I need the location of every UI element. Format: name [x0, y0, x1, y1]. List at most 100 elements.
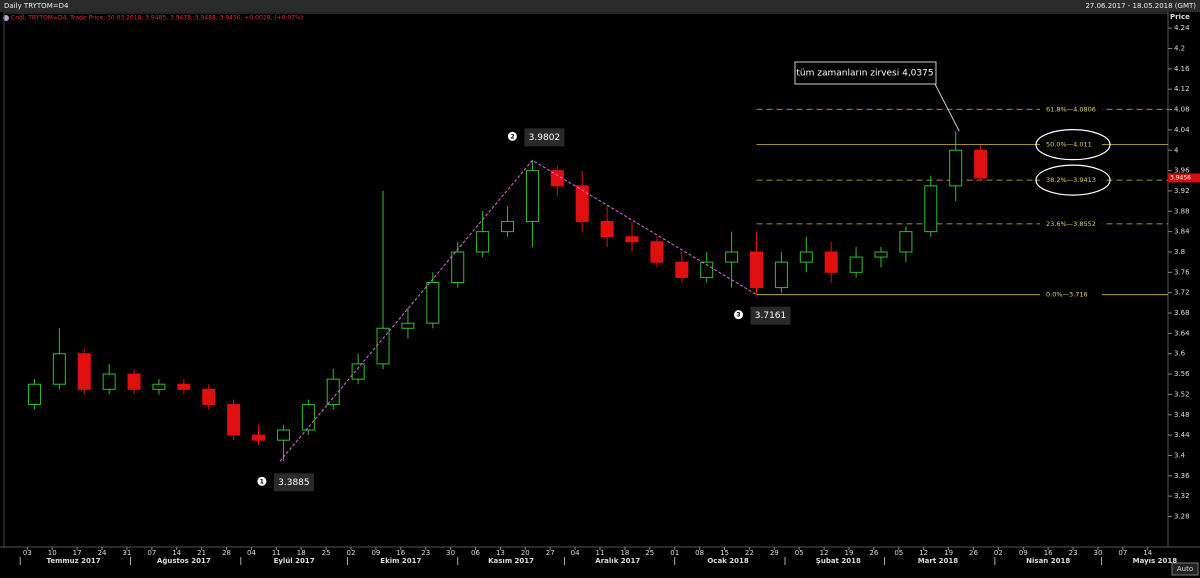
candle-body: [675, 261, 689, 278]
candle-body: [401, 322, 415, 329]
x-tick-label: 18: [297, 549, 306, 557]
x-tick-label: 19: [845, 549, 854, 557]
y-tick-label: 3.96: [1174, 167, 1190, 175]
x-tick-label: 08: [695, 549, 704, 557]
y-tick-label: 3.8: [1174, 248, 1185, 256]
candle-body: [252, 434, 266, 441]
x-tick-label: 19: [944, 549, 953, 557]
x-tick-label: 01: [670, 549, 679, 557]
month-label: Eylül 2017: [274, 557, 315, 565]
x-tick-label: 16: [396, 549, 405, 557]
x-tick-label: 05: [795, 549, 804, 557]
fib-label: 38.2%—3.9413: [1046, 176, 1096, 184]
y-tick-label: 3.44: [1174, 431, 1190, 439]
y-tick-label: 4: [1174, 146, 1179, 154]
y-tick-label: 3.48: [1174, 411, 1190, 419]
last-price-label: 3.9456: [1170, 174, 1191, 181]
fib-label-bg: [1040, 219, 1102, 228]
y-tick-label: 4.04: [1174, 126, 1190, 134]
x-tick-label: 13: [496, 549, 505, 557]
y-tick-label: 3.72: [1174, 289, 1190, 297]
x-tick-label: 16: [1044, 549, 1053, 557]
fib-label: 61.8%—4.0806: [1046, 105, 1096, 113]
header-bar: [0, 0, 1200, 12]
y-tick-label: 4.08: [1174, 106, 1190, 114]
pivot-marker: [734, 310, 744, 320]
fib-label: 50.0%—4.011: [1046, 141, 1092, 149]
candle-body: [301, 404, 315, 431]
y-tick-label: 4.12: [1174, 85, 1190, 93]
fib-label: 23.6%—3.8552: [1046, 220, 1096, 228]
pivot-line: [279, 159, 757, 462]
candle-body: [625, 236, 639, 243]
fib-label-bg: [1040, 105, 1102, 114]
candle-body: [451, 251, 465, 284]
x-tick-label: 06: [471, 549, 480, 557]
y-tick-label: 3.56: [1174, 370, 1190, 378]
pivot-number: 1: [260, 478, 264, 485]
candle-body: [426, 282, 440, 324]
y-tick-label: 3.36: [1174, 472, 1190, 480]
x-tick-label: 04: [571, 549, 580, 557]
pivot-number: 3: [736, 312, 740, 319]
x-tick-label: 02: [347, 549, 356, 557]
pivot-marker: [257, 476, 267, 486]
candle-body: [351, 363, 365, 380]
candle-body: [501, 220, 515, 233]
y-tick-label: 3.4: [1174, 451, 1186, 459]
last-price-tag: [1168, 173, 1200, 183]
x-tick-label: 21: [197, 549, 206, 557]
x-tick-label: 22: [745, 549, 754, 557]
x-tick-label: 12: [919, 549, 928, 557]
x-tick-label: 14: [172, 549, 181, 557]
y-tick-label: 3.76: [1174, 268, 1190, 276]
x-tick-label: 11: [596, 549, 605, 557]
candle-body: [924, 185, 938, 233]
candle-body: [575, 185, 589, 222]
highlight-ellipse: [1035, 129, 1111, 161]
y-tick-label: 3.64: [1174, 329, 1190, 337]
x-tick-label: 03: [23, 549, 32, 557]
candle-body: [276, 429, 290, 441]
y-tick-label: 3.68: [1174, 309, 1190, 317]
x-tick-label: 25: [645, 549, 654, 557]
x-tick-label: 23: [1069, 549, 1078, 557]
plot-frame: [3, 12, 1169, 548]
pivot-label: 3.9802: [529, 133, 561, 143]
pivot-label: 3.3885: [278, 478, 310, 488]
candle-body: [202, 388, 216, 406]
x-tick-label: 30: [1094, 549, 1103, 557]
candle-body: [52, 353, 66, 385]
candle-body: [799, 251, 813, 263]
candle-body: [750, 251, 764, 289]
y-tick-label: 4.24: [1174, 24, 1190, 32]
candle-body: [849, 256, 863, 273]
y-tick-label: 4.2: [1174, 45, 1185, 53]
x-tick-label: 29: [770, 549, 779, 557]
pivot-number: 2: [510, 133, 514, 140]
fib-label: 0.0%—3.716: [1046, 291, 1088, 299]
month-label: Nisan 2018: [1026, 557, 1070, 565]
peak-pointer: [934, 83, 960, 132]
fib-label-bg: [1040, 176, 1102, 185]
legend: Cndl, TRYTOM=D4, Trade Price, 30.03.2018…: [11, 15, 303, 22]
candle-body: [650, 241, 664, 263]
x-tick-label: 12: [820, 549, 829, 557]
chart-title: Daily TRYTOM=D4: [4, 2, 69, 10]
month-label: Kasım 2017: [488, 557, 534, 565]
auto-button[interactable]: [1171, 562, 1199, 576]
highlight-ellipse: [1035, 164, 1111, 196]
candle-body: [476, 231, 490, 253]
candle-body: [177, 383, 191, 390]
peak-label: tüm zamanların zirvesi 4,0375: [796, 69, 933, 79]
y-tick-label: 3.52: [1174, 390, 1190, 398]
fib-label-bg: [1040, 140, 1102, 149]
y-tick-label: 4.16: [1174, 65, 1190, 73]
x-tick-label: 04: [247, 549, 256, 557]
x-tick-label: 07: [1118, 549, 1127, 557]
y-tick-label: 3.84: [1174, 228, 1190, 236]
candle-body: [326, 378, 340, 406]
month-label: Ekim 2017: [380, 557, 421, 565]
x-tick-label: 11: [272, 549, 281, 557]
